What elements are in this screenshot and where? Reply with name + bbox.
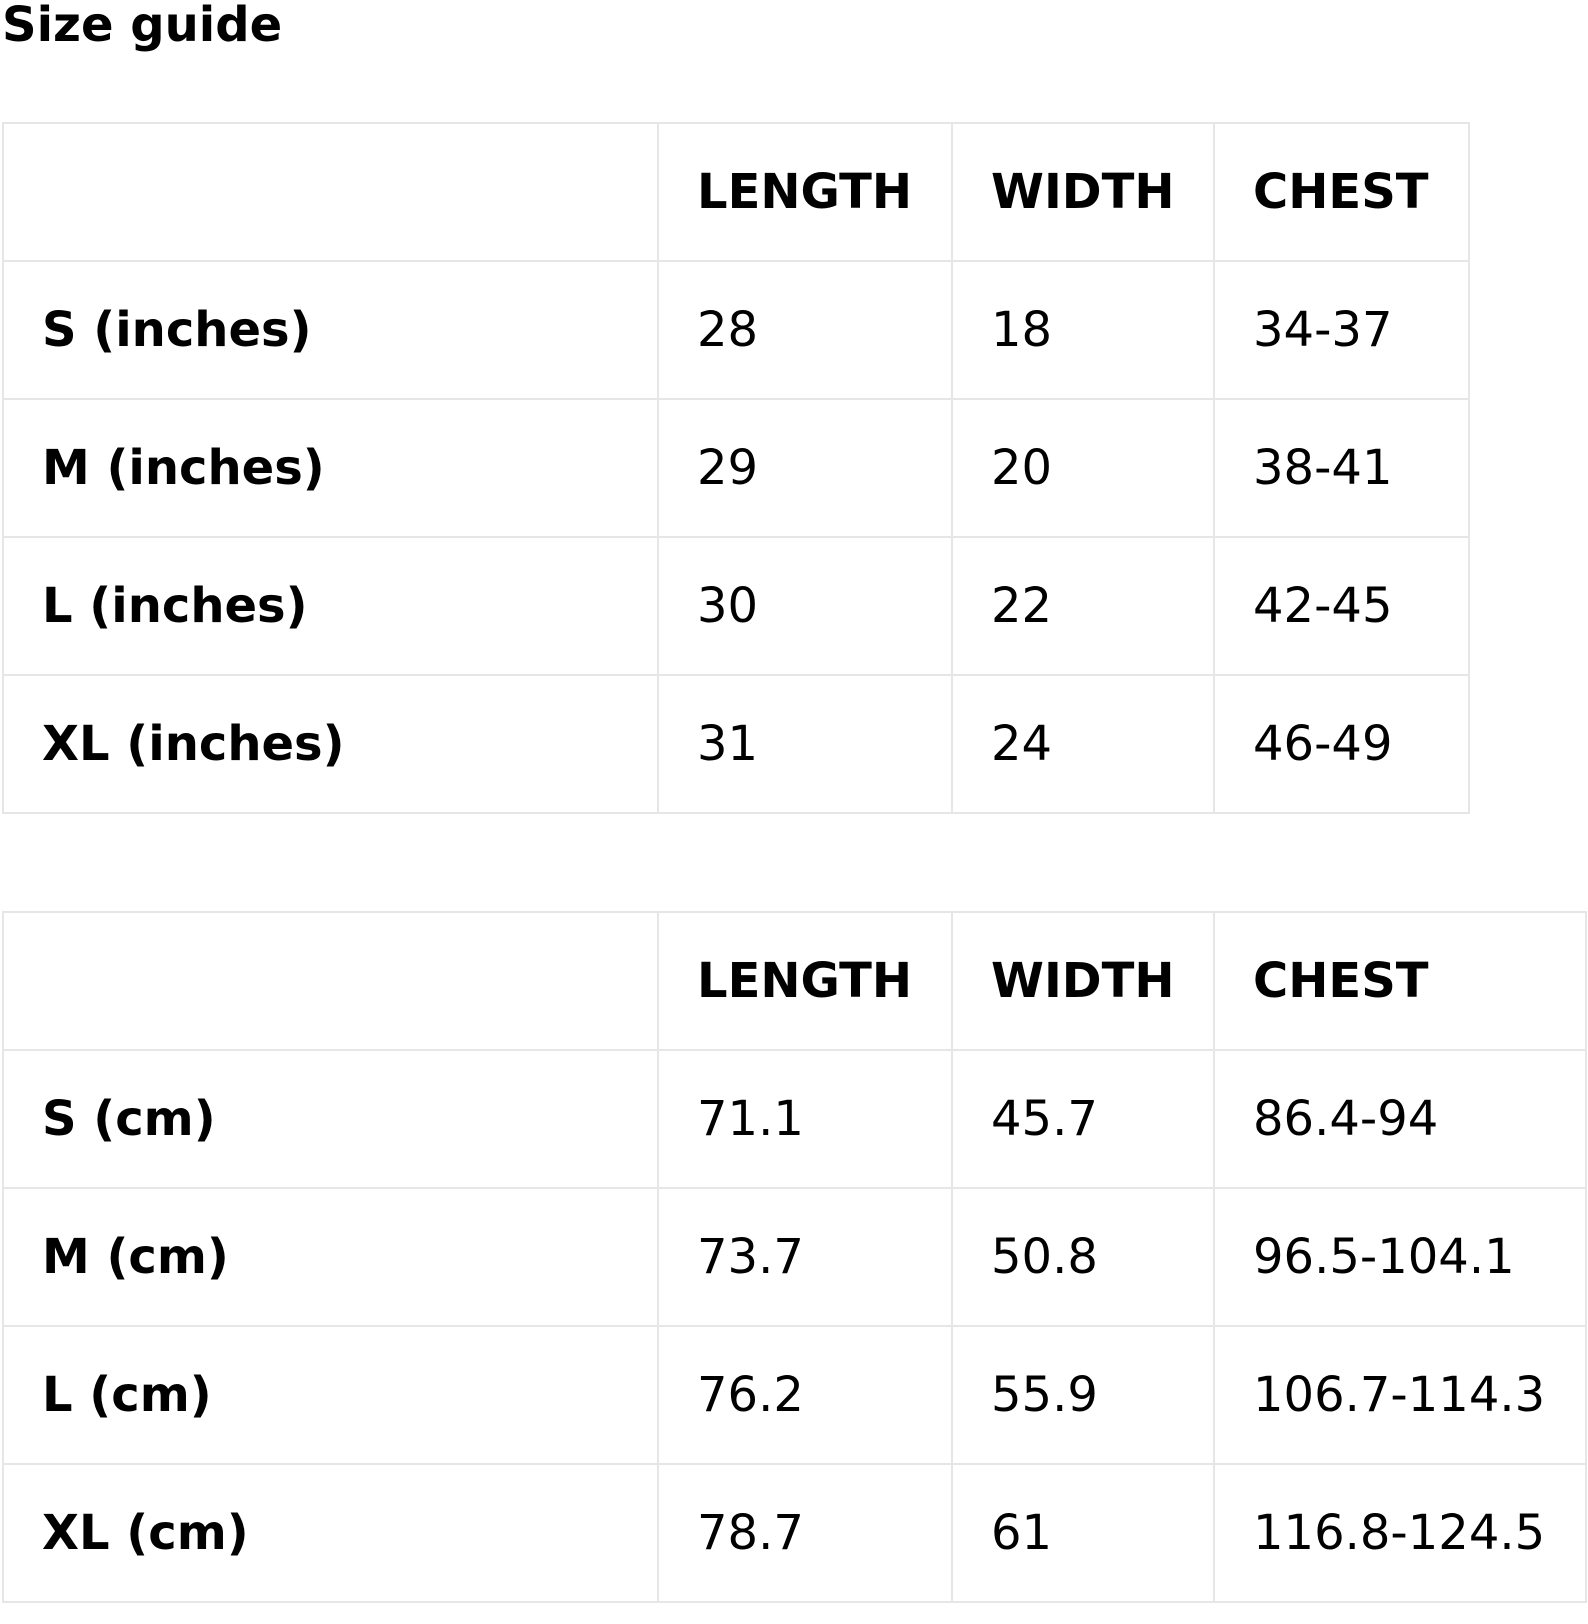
header-chest: CHEST [1213, 911, 1587, 1051]
size-label: L (cm) [2, 1325, 659, 1465]
width-value: 61 [951, 1463, 1215, 1603]
page-title: Size guide [2, 0, 283, 53]
chest-value: 106.7-114.3 [1213, 1325, 1587, 1465]
header-chest: CHEST [1213, 122, 1470, 262]
length-value: 78.7 [657, 1463, 953, 1603]
size-label: L (inches) [2, 536, 659, 676]
chest-value: 46-49 [1213, 674, 1470, 814]
header-empty-cell [2, 122, 659, 262]
size-label: XL (inches) [2, 674, 659, 814]
table-row: L (inches) 30 22 42-45 [2, 536, 1470, 676]
table-row: M (inches) 29 20 38-41 [2, 398, 1470, 538]
header-width: WIDTH [951, 911, 1215, 1051]
chest-value: 116.8-124.5 [1213, 1463, 1587, 1603]
length-value: 28 [657, 260, 953, 400]
table-row: M (cm) 73.7 50.8 96.5-104.1 [2, 1187, 1587, 1327]
width-value: 22 [951, 536, 1215, 676]
size-label: S (cm) [2, 1049, 659, 1189]
length-value: 31 [657, 674, 953, 814]
length-value: 29 [657, 398, 953, 538]
table-row: S (inches) 28 18 34-37 [2, 260, 1470, 400]
table-header-row: LENGTH WIDTH CHEST [2, 122, 1470, 262]
chest-value: 38-41 [1213, 398, 1470, 538]
size-table-inches: LENGTH WIDTH CHEST S (inches) 28 18 34-3… [2, 122, 1470, 814]
size-table-cm: LENGTH WIDTH CHEST S (cm) 71.1 45.7 86.4… [2, 911, 1587, 1603]
length-value: 76.2 [657, 1325, 953, 1465]
size-label: M (cm) [2, 1187, 659, 1327]
table-row: L (cm) 76.2 55.9 106.7-114.3 [2, 1325, 1587, 1465]
chest-value: 96.5-104.1 [1213, 1187, 1587, 1327]
chest-value: 42-45 [1213, 536, 1470, 676]
chest-value: 34-37 [1213, 260, 1470, 400]
size-label: XL (cm) [2, 1463, 659, 1603]
table-row: S (cm) 71.1 45.7 86.4-94 [2, 1049, 1587, 1189]
size-label: S (inches) [2, 260, 659, 400]
table-row: XL (inches) 31 24 46-49 [2, 674, 1470, 814]
table-row: XL (cm) 78.7 61 116.8-124.5 [2, 1463, 1587, 1603]
width-value: 45.7 [951, 1049, 1215, 1189]
width-value: 50.8 [951, 1187, 1215, 1327]
header-length: LENGTH [657, 122, 953, 262]
header-width: WIDTH [951, 122, 1215, 262]
header-length: LENGTH [657, 911, 953, 1051]
width-value: 55.9 [951, 1325, 1215, 1465]
length-value: 30 [657, 536, 953, 676]
width-value: 18 [951, 260, 1215, 400]
table-header-row: LENGTH WIDTH CHEST [2, 911, 1587, 1051]
length-value: 73.7 [657, 1187, 953, 1327]
size-label: M (inches) [2, 398, 659, 538]
width-value: 20 [951, 398, 1215, 538]
width-value: 24 [951, 674, 1215, 814]
header-empty-cell [2, 911, 659, 1051]
length-value: 71.1 [657, 1049, 953, 1189]
chest-value: 86.4-94 [1213, 1049, 1587, 1189]
